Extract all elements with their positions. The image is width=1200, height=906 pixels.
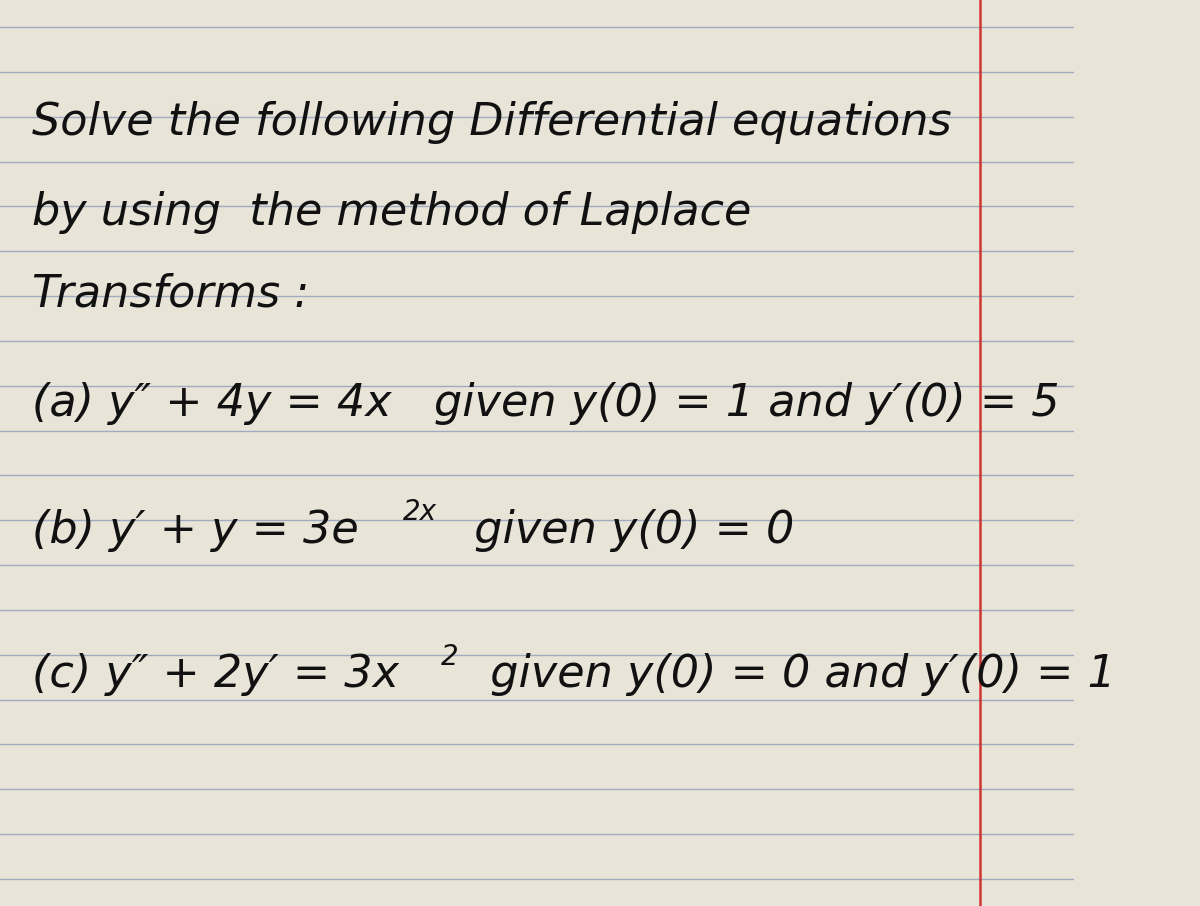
Text: (c) y″ + 2y′ = 3x: (c) y″ + 2y′ = 3x xyxy=(32,653,400,697)
Text: (b) y′ + y = 3e: (b) y′ + y = 3e xyxy=(32,508,359,552)
Text: 2x: 2x xyxy=(403,498,437,525)
Text: by using  the method of Laplace: by using the method of Laplace xyxy=(32,191,751,235)
Text: 2: 2 xyxy=(440,643,458,670)
Text: given y(0) = 0 and y′(0) = 1: given y(0) = 0 and y′(0) = 1 xyxy=(462,653,1116,697)
Text: (a) y″ + 4y = 4x   given y(0) = 1 and y′(0) = 5: (a) y″ + 4y = 4x given y(0) = 1 and y′(0… xyxy=(32,381,1060,425)
Text: given y(0) = 0: given y(0) = 0 xyxy=(446,508,794,552)
Text: Transforms :: Transforms : xyxy=(32,273,310,316)
Text: Solve the following Differential equations: Solve the following Differential equatio… xyxy=(32,101,952,144)
